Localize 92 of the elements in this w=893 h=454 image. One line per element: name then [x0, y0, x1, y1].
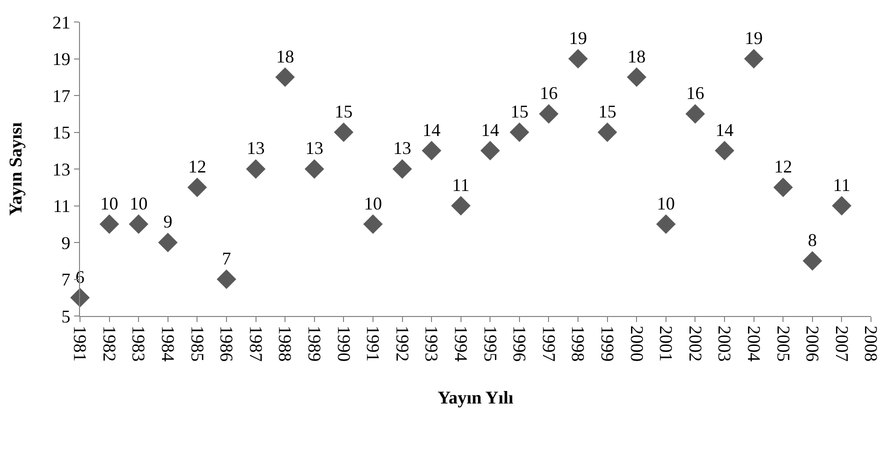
- y-tick-label: 9: [61, 232, 70, 253]
- data-label: 12: [774, 156, 792, 177]
- data-label: 9: [163, 212, 172, 232]
- data-label: 15: [598, 101, 616, 122]
- x-tick-label: 1988: [275, 326, 296, 362]
- point: [158, 232, 178, 252]
- point: [832, 196, 852, 216]
- data-label: 11: [452, 174, 470, 195]
- data-label: 14: [422, 120, 441, 140]
- point: [422, 140, 442, 160]
- data-label: 8: [808, 230, 817, 250]
- data-label: 13: [246, 138, 265, 158]
- y-tick-label: 19: [52, 49, 70, 70]
- point: [626, 67, 646, 87]
- x-axis-title: Yayın Yılı: [438, 388, 514, 408]
- x-tick-label: 1997: [538, 326, 559, 362]
- x-tick-label: 2000: [626, 326, 647, 362]
- point: [363, 214, 383, 234]
- x-tick-label: 1999: [597, 326, 618, 362]
- data-label: 15: [510, 101, 528, 122]
- point: [568, 49, 588, 68]
- x-tick-label: 1982: [99, 326, 120, 362]
- point: [480, 140, 500, 160]
- data-label: 19: [569, 28, 588, 48]
- data-label: 16: [540, 83, 558, 104]
- x-tick-label: 1998: [568, 326, 588, 362]
- x-tick-label: 1981: [70, 326, 90, 362]
- y-tick-label: 5: [61, 306, 70, 326]
- data-label: 14: [481, 120, 500, 140]
- point: [714, 140, 734, 160]
- point: [656, 214, 676, 234]
- data-label: 18: [628, 46, 646, 66]
- data-label: 7: [222, 248, 231, 268]
- point: [246, 159, 266, 179]
- point: [304, 159, 324, 179]
- data-label: 11: [833, 174, 850, 195]
- data-label: 10: [656, 193, 675, 214]
- point: [187, 178, 207, 198]
- x-tick-label: 2002: [685, 326, 706, 362]
- point: [685, 104, 705, 124]
- data-label: 16: [686, 83, 704, 104]
- data-label: 10: [130, 193, 148, 214]
- y-tick-label: 17: [52, 86, 70, 106]
- y-axis-title: Yayın Sayısı: [6, 122, 26, 216]
- data-label: 15: [334, 101, 353, 122]
- point: [538, 104, 558, 124]
- point: [598, 122, 618, 142]
- point: [744, 49, 764, 68]
- y-tick-label: 7: [61, 270, 70, 290]
- point: [100, 214, 120, 234]
- point: [392, 159, 412, 179]
- point: [802, 251, 822, 271]
- y-tick-label: 11: [53, 196, 70, 216]
- data-label: 19: [744, 28, 763, 48]
- data-label: 10: [364, 193, 382, 214]
- x-tick-label: 1987: [246, 326, 266, 362]
- x-tick-label: 2003: [714, 326, 735, 362]
- data-label: 14: [716, 120, 734, 140]
- x-tick-label: 1983: [128, 326, 149, 362]
- x-tick-label: 1994: [451, 326, 471, 362]
- x-tick-label: 1991: [363, 326, 384, 362]
- x-tick-label: 1986: [216, 326, 237, 362]
- x-tick-label: 1990: [334, 326, 354, 362]
- point: [773, 178, 793, 198]
- y-tick-label: 21: [52, 12, 70, 32]
- y-tick-label: 13: [52, 159, 70, 180]
- x-tick-label: 1993: [422, 326, 442, 362]
- data-label: 13: [393, 138, 412, 158]
- point: [216, 270, 236, 289]
- point: [128, 214, 148, 234]
- x-tick-label: 2007: [832, 326, 852, 362]
- point: [510, 122, 530, 142]
- y-tick-label: 15: [52, 122, 70, 143]
- x-tick-label: 2001: [656, 326, 676, 362]
- point: [334, 122, 354, 142]
- data-label: 18: [276, 46, 294, 66]
- x-tick-label: 2005: [773, 326, 794, 362]
- x-tick-label: 2004: [744, 326, 764, 362]
- x-tick-label: 1984: [158, 326, 178, 362]
- point: [275, 67, 295, 87]
- x-tick-label: 1989: [304, 326, 325, 362]
- x-tick-label: 1985: [187, 326, 208, 362]
- x-tick-label: 1995: [480, 326, 500, 362]
- x-tick-label: 1992: [392, 326, 412, 362]
- x-tick-label: 2008: [861, 326, 882, 362]
- data-label: 12: [188, 156, 206, 177]
- data-label: 10: [100, 193, 118, 214]
- data-label: 13: [305, 138, 324, 158]
- x-tick-label: 2006: [802, 326, 823, 362]
- x-tick-label: 1996: [510, 326, 530, 362]
- point: [70, 288, 90, 308]
- point: [451, 196, 471, 216]
